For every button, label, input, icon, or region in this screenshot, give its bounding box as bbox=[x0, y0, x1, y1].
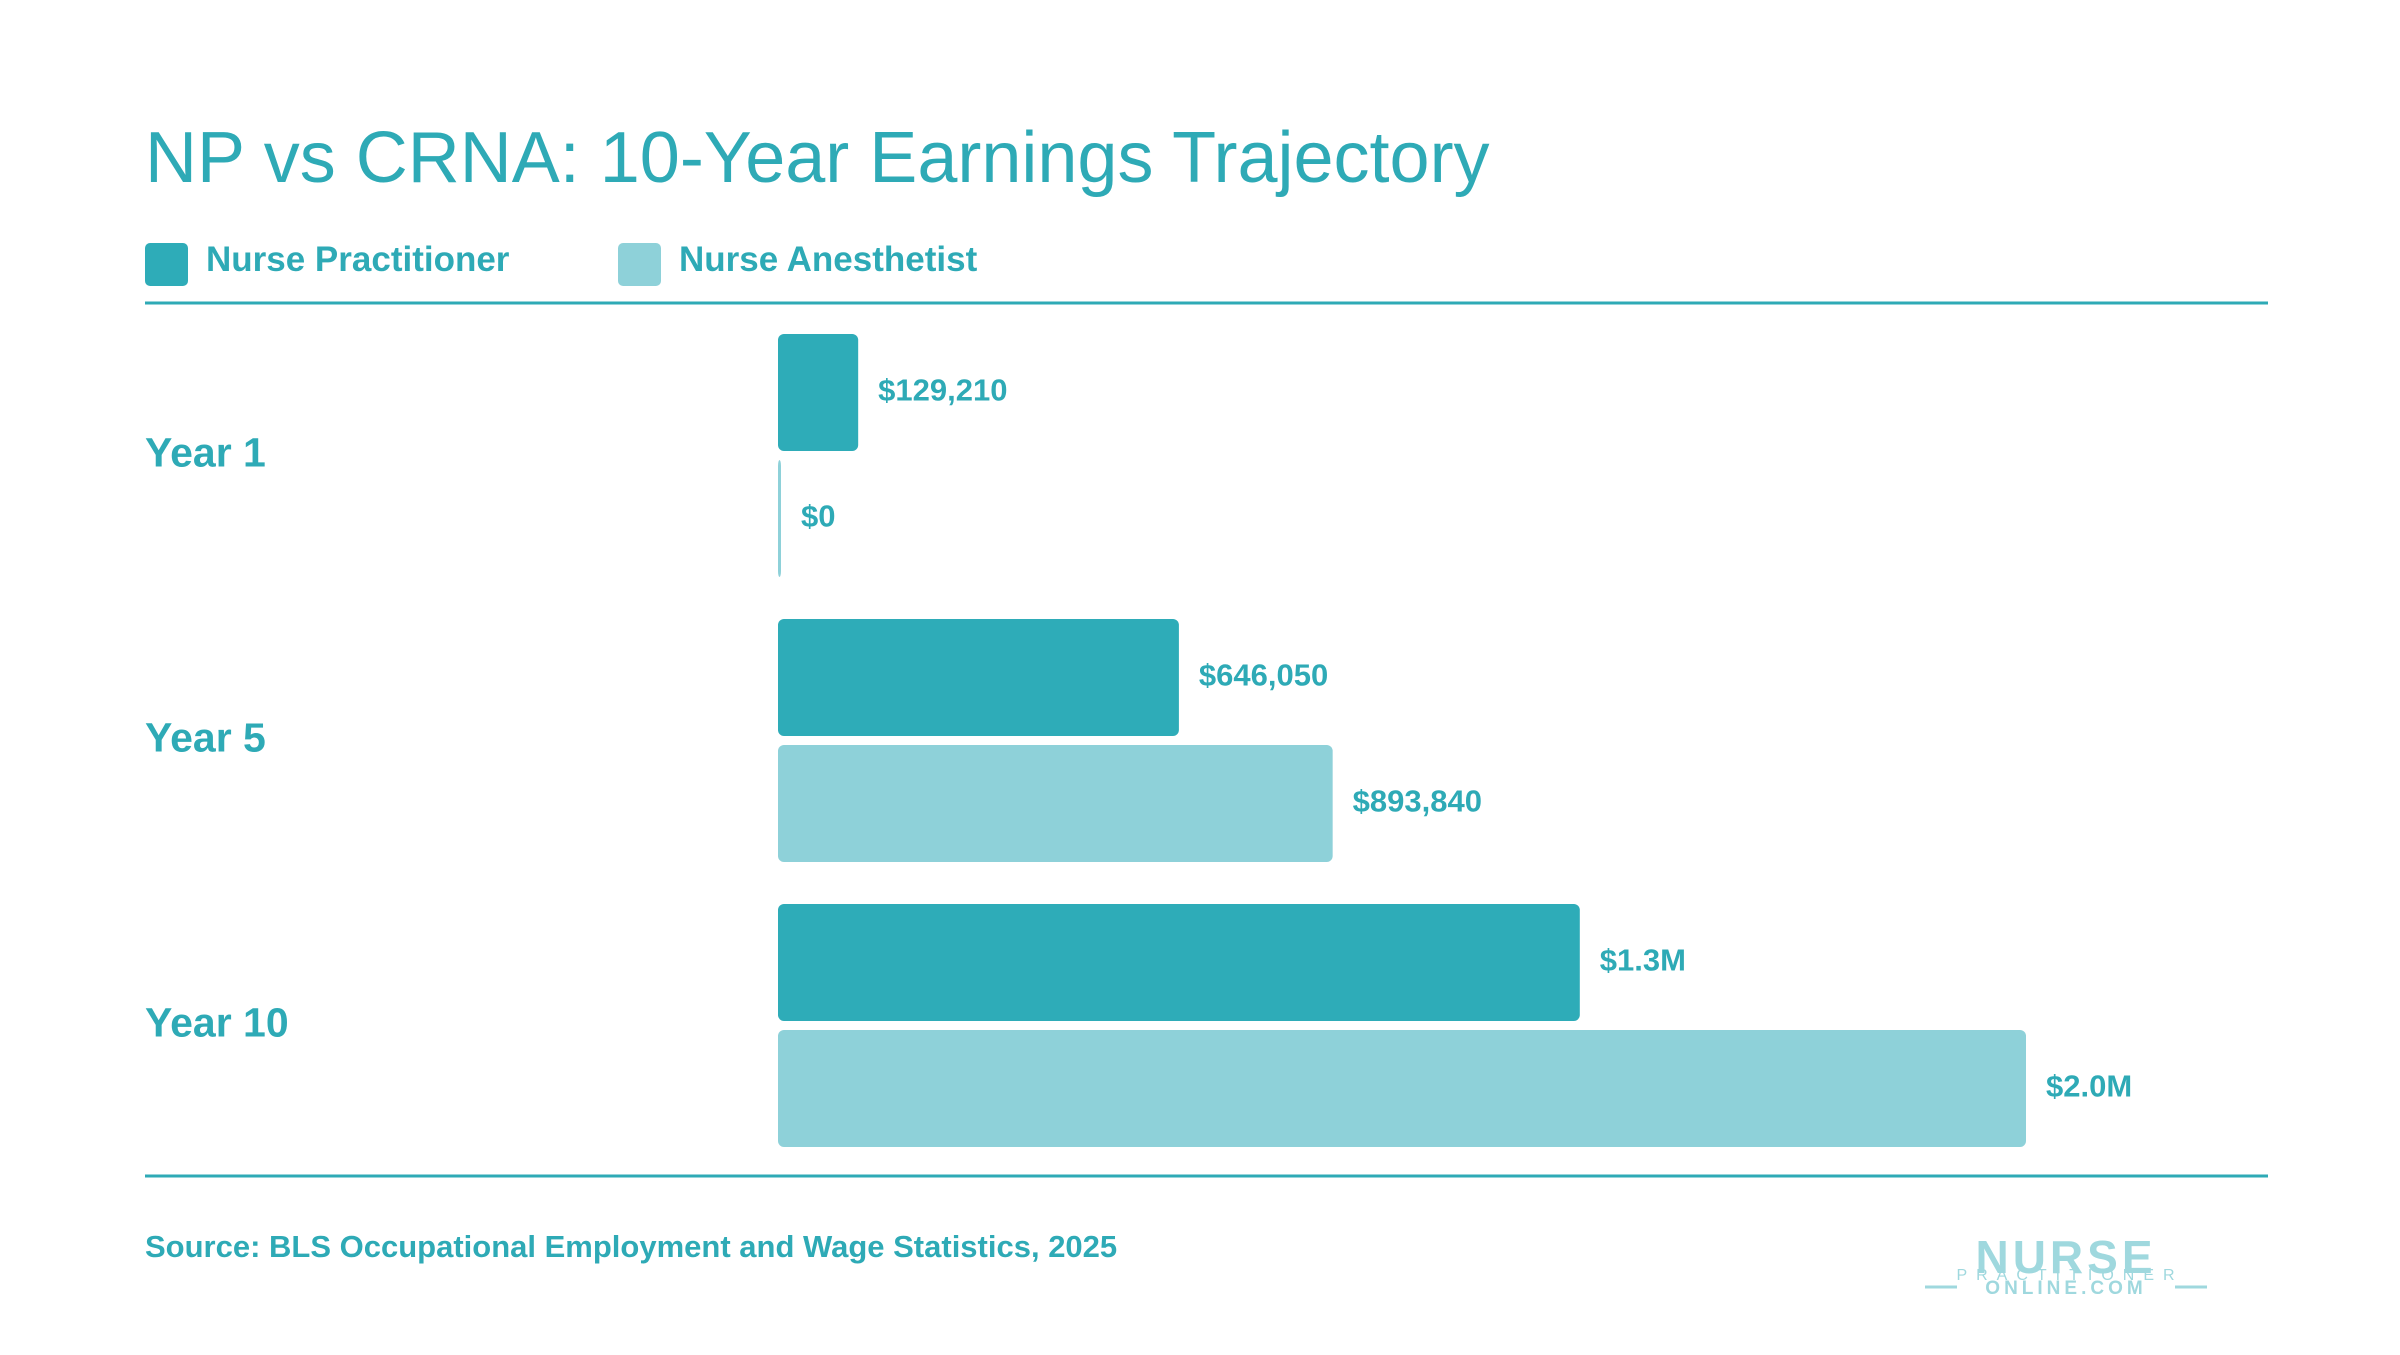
value-label: $646,050 bbox=[1199, 658, 1328, 693]
chart-title: NP vs CRNA: 10-Year Earnings Trajectory bbox=[145, 118, 1490, 198]
bar bbox=[778, 619, 1179, 736]
logo-text: NURSE bbox=[1975, 1231, 2156, 1283]
category-label: Year 10 bbox=[145, 999, 289, 1045]
legend-label: Nurse Practitioner bbox=[206, 240, 510, 279]
value-label: $129,210 bbox=[878, 373, 1007, 408]
bar bbox=[778, 334, 859, 451]
category-label: Year 1 bbox=[145, 429, 266, 475]
value-label: $0 bbox=[801, 499, 835, 534]
legend-label: Nurse Anesthetist bbox=[679, 240, 978, 279]
bar bbox=[778, 745, 1333, 862]
value-label: $1.3M bbox=[1600, 943, 1686, 978]
source: Source: BLS Occupational Employment and … bbox=[145, 1229, 1117, 1264]
bar bbox=[778, 904, 1580, 1021]
bar bbox=[778, 1030, 2026, 1147]
value-label: $2.0M bbox=[2046, 1069, 2132, 1104]
legend-swatch bbox=[145, 243, 188, 286]
logo: NURSE PRACTITIONER ONLINE.COM bbox=[1925, 1231, 2207, 1299]
value-label: $893,840 bbox=[1353, 784, 1482, 819]
logo-text: ONLINE.COM bbox=[1985, 1278, 2146, 1299]
category-label: Year 5 bbox=[145, 714, 266, 760]
logo-text: PRACTITIONER bbox=[1956, 1267, 2183, 1284]
legend-swatch bbox=[618, 243, 661, 286]
bar bbox=[778, 460, 781, 577]
